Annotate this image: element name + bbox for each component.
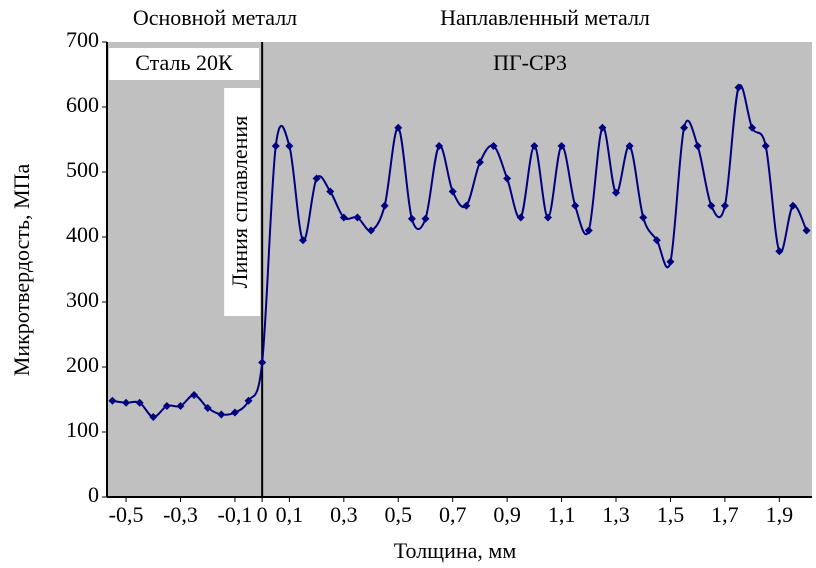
x-tick-label: -0,3	[163, 502, 198, 527]
data-marker	[230, 408, 239, 417]
x-tick-label: 1,7	[711, 502, 739, 527]
data-marker	[666, 257, 675, 266]
label-box	[109, 48, 259, 80]
data-marker	[380, 201, 389, 210]
plot-area	[107, 42, 812, 497]
x-tick-label: -0,5	[109, 502, 144, 527]
y-axis-label: Микротвердость, МПа	[9, 164, 34, 377]
data-marker	[680, 123, 689, 132]
data-marker	[394, 123, 403, 132]
label-box	[224, 88, 261, 316]
x-tick-label: 1,1	[548, 502, 576, 527]
data-marker	[285, 142, 294, 150]
data-marker	[108, 396, 117, 405]
y-tick-label: 200	[66, 352, 99, 377]
data-marker	[462, 201, 471, 210]
data-marker	[748, 123, 757, 132]
annotation: Линия сплавления	[227, 116, 252, 289]
annotation: Основной металл	[133, 5, 297, 30]
data-marker	[421, 214, 430, 223]
data-marker	[612, 188, 621, 197]
x-tick-label: 0,3	[330, 502, 358, 527]
data-marker	[435, 142, 444, 150]
y-tick-label: 0	[88, 482, 99, 507]
data-marker	[407, 214, 416, 223]
data-marker	[203, 403, 212, 412]
data-marker	[761, 142, 770, 150]
data-marker	[135, 398, 144, 407]
x-tick-label: 1,9	[766, 502, 794, 527]
data-marker	[734, 83, 743, 92]
x-tick-label: 1,3	[602, 502, 630, 527]
data-marker	[489, 142, 498, 150]
data-marker	[788, 201, 797, 210]
data-marker	[516, 213, 525, 222]
x-tick-label: 0,5	[385, 502, 413, 527]
x-tick-label: 0,7	[439, 502, 467, 527]
data-marker	[448, 187, 457, 196]
data-marker	[122, 398, 131, 407]
data-marker	[326, 187, 335, 196]
data-marker	[503, 174, 512, 183]
data-marker	[557, 142, 566, 150]
data-marker	[190, 390, 199, 399]
data-marker	[149, 413, 158, 422]
x-tick-label: -0,1	[218, 502, 253, 527]
data-marker	[775, 247, 784, 256]
data-marker	[543, 213, 552, 222]
data-marker	[639, 213, 648, 222]
y-tick-label: 300	[66, 287, 99, 312]
data-marker	[707, 201, 716, 210]
x-tick-label: 1,5	[657, 502, 685, 527]
data-marker	[217, 410, 226, 419]
y-tick-label: 700	[66, 27, 99, 52]
data-marker	[162, 402, 171, 410]
data-marker	[625, 142, 634, 150]
data-marker	[475, 158, 484, 167]
x-tick-label: 0,1	[276, 502, 304, 527]
annotation: Наплавленный металл	[440, 5, 650, 30]
data-marker	[339, 213, 348, 222]
data-marker	[693, 142, 702, 150]
data-marker	[298, 236, 307, 245]
data-marker	[584, 226, 593, 235]
data-marker	[312, 174, 321, 183]
y-tick-label: 500	[66, 157, 99, 182]
data-marker	[530, 142, 539, 150]
annotation: ПГ-СР3	[493, 50, 567, 75]
data-marker	[598, 123, 607, 132]
data-marker	[571, 201, 580, 210]
y-tick-label: 400	[66, 222, 99, 247]
data-marker	[652, 236, 661, 245]
x-tick-label: 0	[257, 502, 268, 527]
y-tick-label: 600	[66, 92, 99, 117]
x-tick-label: 0,9	[493, 502, 521, 527]
y-tick-label: 100	[66, 417, 99, 442]
data-marker	[244, 396, 253, 405]
data-marker	[353, 213, 362, 222]
data-marker	[802, 226, 811, 235]
data-marker	[271, 142, 280, 150]
data-marker	[258, 358, 267, 367]
data-marker	[176, 402, 185, 410]
data-marker	[720, 201, 729, 210]
annotation: Сталь 20К	[135, 50, 233, 75]
data-marker	[367, 226, 376, 235]
x-axis-label: Толщина, мм	[394, 538, 517, 563]
